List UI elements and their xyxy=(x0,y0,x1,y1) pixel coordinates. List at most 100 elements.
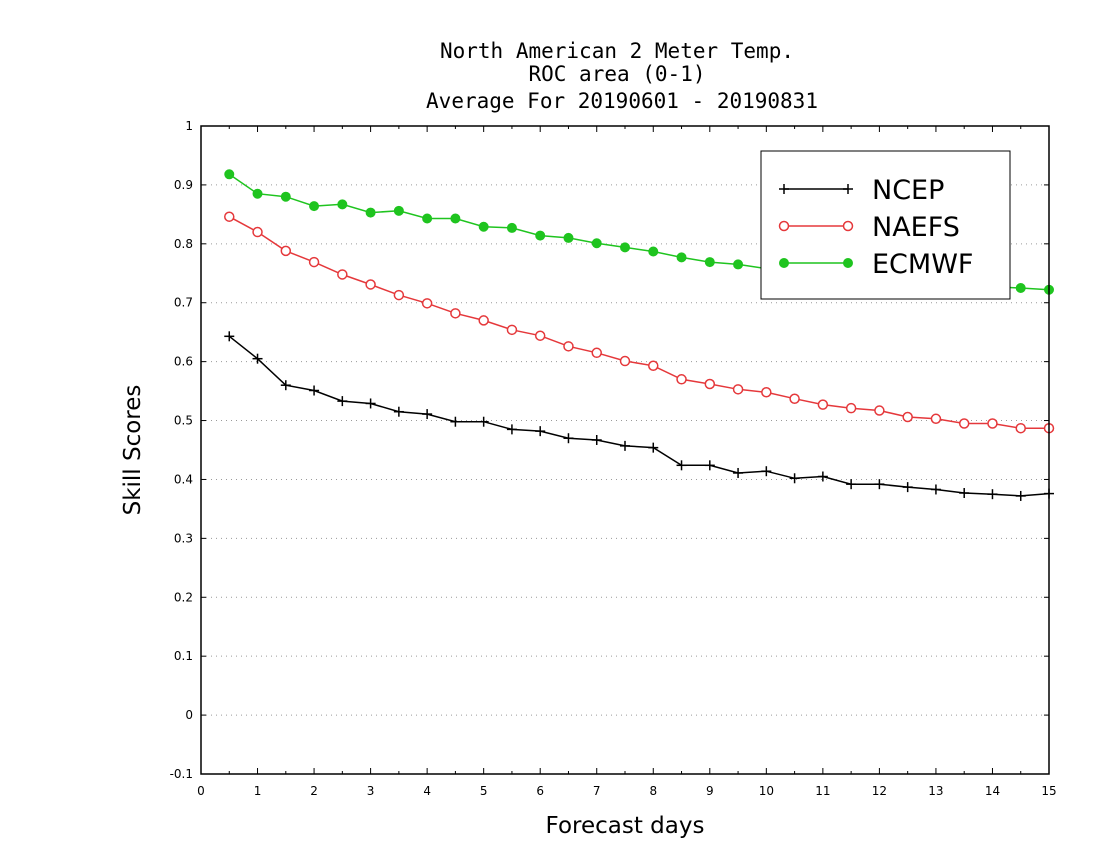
ecmwf-point xyxy=(620,242,630,253)
x-tick-label: 4 xyxy=(423,784,431,798)
ncep-point xyxy=(563,433,574,444)
naefs-point xyxy=(506,324,518,336)
ncep-point xyxy=(591,434,602,445)
y-tick-label: -0.1 xyxy=(170,767,193,781)
ecmwf-point xyxy=(1015,283,1026,293)
ncep-point xyxy=(224,331,235,342)
naefs-point xyxy=(563,341,574,352)
ecmwf-point xyxy=(393,205,404,216)
x-tick-label: 2 xyxy=(310,784,318,798)
naefs-point xyxy=(874,405,885,416)
x-tick-label: 0 xyxy=(197,784,205,798)
ncep-point xyxy=(789,473,800,484)
chart-title-line-2: ROC area (0-1) xyxy=(528,62,705,86)
ncep-point xyxy=(365,398,376,409)
ecmwf-point xyxy=(422,213,433,224)
legend-label-naefs: NAEFS xyxy=(872,212,960,243)
ecmwf-point xyxy=(563,232,574,243)
chart-title-line-1: North American 2 Meter Temp. xyxy=(440,39,794,63)
x-axis-label: Forecast days xyxy=(546,813,705,839)
naefs-point xyxy=(393,289,405,301)
ecmwf-point xyxy=(365,207,376,218)
chart-title-line-3: Average For 20190601 - 20190831 xyxy=(426,89,818,113)
legend-item-ncep: NCEP xyxy=(779,175,944,206)
naefs-point xyxy=(337,269,348,280)
naefs-point xyxy=(308,256,320,268)
naefs-point xyxy=(534,330,546,341)
ncep-point xyxy=(902,482,913,493)
ecmwf-point xyxy=(535,230,546,241)
y-tick-label: 0.8 xyxy=(174,237,193,251)
x-tick-label: 11 xyxy=(815,784,830,798)
x-tick-label: 9 xyxy=(706,784,714,798)
x-tick-label: 12 xyxy=(872,784,887,798)
ecmwf-point xyxy=(337,199,348,210)
legend-item-ecmwf: ECMWF xyxy=(779,249,973,280)
legend-marker xyxy=(843,184,853,194)
ncep-point xyxy=(450,416,461,427)
naefs-point xyxy=(902,411,913,423)
naefs-point xyxy=(845,402,857,414)
ncep-point xyxy=(1015,490,1026,501)
naefs-point xyxy=(252,226,263,238)
naefs-point xyxy=(591,347,602,359)
ecmwf-point xyxy=(676,252,687,263)
naefs-point xyxy=(280,245,292,257)
ecmwf-point xyxy=(309,201,320,212)
legend-marker xyxy=(778,220,790,232)
naefs-point xyxy=(789,393,800,404)
naefs-point xyxy=(930,413,942,425)
ncep-point xyxy=(959,488,970,499)
naefs-point xyxy=(676,374,687,385)
naefs-point xyxy=(987,418,998,429)
legend-marker xyxy=(842,220,854,232)
series-ncep xyxy=(224,331,1054,501)
legend-label-ecmwf: ECMWF xyxy=(872,249,973,280)
ncep-point xyxy=(930,484,941,495)
legend-box xyxy=(760,150,1011,300)
x-tick-label: 5 xyxy=(480,784,488,798)
legend-item-naefs: NAEFS xyxy=(778,212,960,243)
naefs-point xyxy=(958,418,970,429)
ecmwf-point xyxy=(224,169,235,180)
x-tick-label: 13 xyxy=(928,784,943,798)
legend-marker xyxy=(843,258,853,268)
legend-marker xyxy=(779,258,789,268)
y-tick-label: 1 xyxy=(185,119,193,133)
ncep-point xyxy=(280,380,291,391)
y-tick-label: 0.7 xyxy=(174,296,193,310)
x-tick-label: 3 xyxy=(367,784,375,798)
legend: NCEP NAEFS ECMWF xyxy=(760,150,1011,300)
series-naefs xyxy=(224,211,1055,434)
naefs-point xyxy=(732,384,744,395)
ecmwf-point xyxy=(478,221,489,232)
naefs-point xyxy=(817,399,829,410)
naefs-point xyxy=(704,378,716,390)
legend-label-ncep: NCEP xyxy=(872,175,944,206)
naefs-point xyxy=(224,211,235,222)
ncep-point xyxy=(422,409,433,420)
x-tick-label: 7 xyxy=(593,784,601,798)
y-tick-label: 0.5 xyxy=(174,414,193,428)
ncep-point xyxy=(676,460,687,471)
naefs-point xyxy=(648,360,659,372)
ecmwf-point xyxy=(280,191,291,202)
ecmwf-point xyxy=(648,246,659,257)
x-tick-label: 14 xyxy=(985,784,1000,798)
series-layer xyxy=(224,169,1055,501)
x-tick-label: 10 xyxy=(759,784,774,798)
naefs-point xyxy=(619,355,631,367)
x-tick-label: 15 xyxy=(1041,784,1056,798)
ncep-point xyxy=(309,385,320,396)
ncep-point xyxy=(733,467,744,478)
naefs-point xyxy=(1015,422,1026,434)
y-tick-label: 0.4 xyxy=(174,472,193,486)
ncep-line xyxy=(228,335,1050,497)
naefs-point xyxy=(478,315,489,326)
plot-frame xyxy=(200,125,1050,775)
ecmwf-point xyxy=(450,213,461,224)
ecmwf-point xyxy=(252,188,263,199)
y-tick-label: 0.3 xyxy=(174,531,193,545)
chart-title: North American 2 Meter Temp. ROC area (0… xyxy=(426,39,818,113)
x-tick-label: 8 xyxy=(649,784,657,798)
